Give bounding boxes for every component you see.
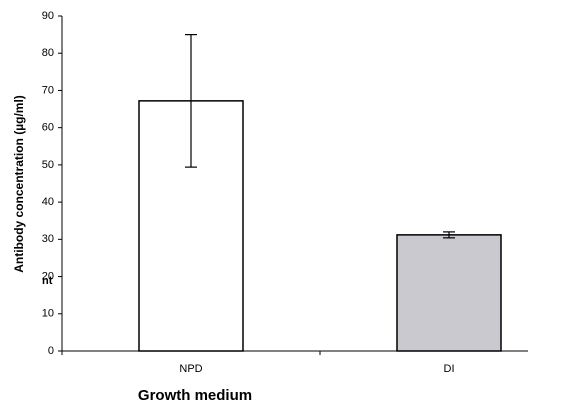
y-tick-label: 10 xyxy=(42,308,54,320)
y-tick-label: 70 xyxy=(42,84,54,96)
y-tick-label: 20 xyxy=(42,270,54,282)
y-tick-label: 90 xyxy=(42,10,54,22)
bar xyxy=(396,234,502,352)
y-tick-label: 30 xyxy=(42,233,54,245)
x-tick-label: DI xyxy=(444,363,455,375)
y-tick-label: 60 xyxy=(42,122,54,134)
annotation: nt xyxy=(42,275,53,287)
y-tick-label: 40 xyxy=(42,196,54,208)
y-tick-label: 80 xyxy=(42,47,54,59)
y-axis-label: Antibody concentration (µg/ml) xyxy=(12,95,26,273)
y-tick-label: 0 xyxy=(48,345,54,357)
x-tick-label: NPD xyxy=(179,363,202,375)
x-axis-label: Growth medium xyxy=(138,387,252,404)
error-bar xyxy=(443,231,455,239)
error-bar xyxy=(185,34,197,168)
y-tick-label: 50 xyxy=(42,159,54,171)
